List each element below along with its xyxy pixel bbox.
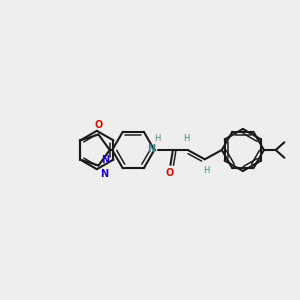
Text: O: O [165, 168, 173, 178]
Text: H: H [203, 166, 209, 175]
Text: H: H [154, 134, 161, 143]
Text: O: O [94, 120, 103, 130]
Text: H: H [183, 134, 189, 143]
Text: N: N [147, 144, 155, 154]
Text: N: N [100, 169, 108, 179]
Text: N: N [102, 154, 110, 165]
